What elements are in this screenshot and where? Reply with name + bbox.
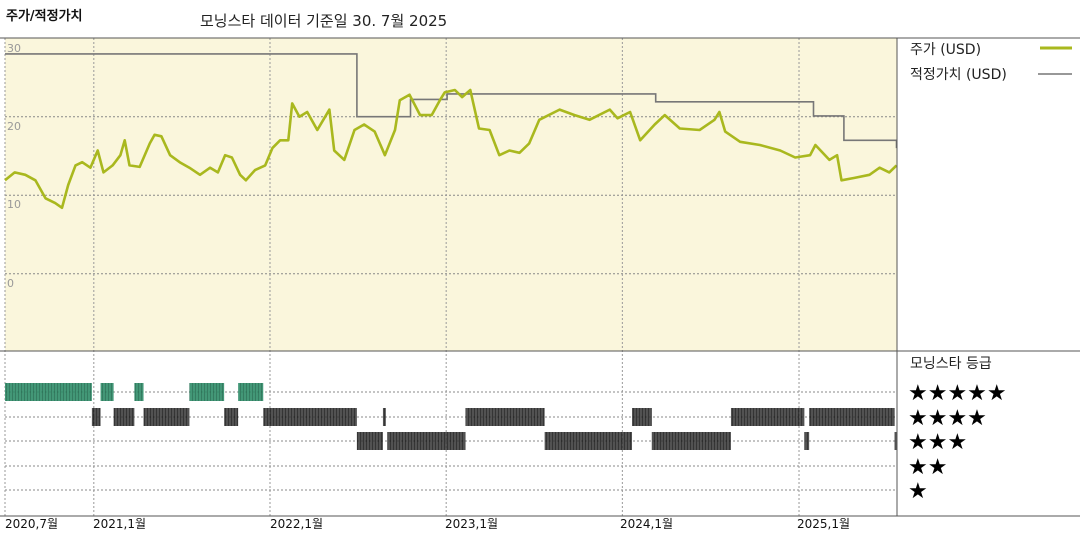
- y-tick-0: 0: [7, 277, 14, 290]
- y-tick-30: 30: [7, 42, 21, 55]
- rating-band-4-star: [730, 408, 805, 426]
- rating-band-5-star: [134, 383, 144, 401]
- rating-3-stars: ★★★: [908, 430, 967, 455]
- rating-2-stars: ★★: [908, 455, 947, 480]
- rating-band-4-star: [632, 408, 652, 426]
- rating-band-4-star: [382, 408, 386, 426]
- rating-band-4-star: [113, 408, 135, 426]
- x-tick-2024-1: 2024,1월: [620, 517, 673, 531]
- rating-band-4-star: [91, 408, 101, 426]
- fair-value-line: [5, 53, 898, 149]
- rating-title: 모닝스타 등급: [910, 356, 992, 372]
- chart-title: 주가/적정가치: [6, 8, 83, 24]
- rating-band-4-star: [224, 408, 239, 426]
- rating-5-stars: ★★★★★: [908, 381, 1007, 406]
- chart-subtitle: 모닝스타 데이터 기준일 30. 7월 2025: [200, 12, 447, 30]
- price-plot-area: [5, 38, 897, 351]
- x-tick-2023-1: 2023,1월: [445, 517, 498, 531]
- x-tick-2025-1: 2025,1월: [797, 517, 850, 531]
- legend-fair-value-label: 적정가치 (USD): [910, 67, 1007, 83]
- rating-band-4-star: [143, 408, 190, 426]
- y-tick-10: 10: [7, 198, 21, 211]
- rating-band-5-star: [189, 383, 225, 401]
- rating-band-5-star: [238, 383, 264, 401]
- rating-bands: [5, 383, 897, 450]
- legend-price-label: 주가 (USD): [910, 42, 981, 58]
- rating-1-star: ★: [908, 479, 928, 504]
- rating-band-3-star: [544, 432, 633, 450]
- rating-band-5-star: [5, 383, 92, 401]
- x-tick-2020-7: 2020,7월: [5, 517, 58, 531]
- rating-4-stars: ★★★★: [908, 406, 987, 431]
- rating-band-4-star: [465, 408, 545, 426]
- y-tick-20: 20: [7, 120, 21, 133]
- rating-band-4-star: [809, 408, 895, 426]
- price-line: [4, 88, 898, 210]
- rating-band-3-star: [894, 432, 897, 450]
- rating-band-5-star: [100, 383, 114, 401]
- rating-band-3-star: [387, 432, 466, 450]
- rating-band-3-star: [651, 432, 731, 450]
- rating-band-3-star: [356, 432, 383, 450]
- rating-band-3-star: [804, 432, 810, 450]
- x-tick-2022-1: 2022,1월: [270, 517, 323, 531]
- rating-band-4-star: [263, 408, 357, 426]
- x-tick-2021-1: 2021,1월: [93, 517, 146, 531]
